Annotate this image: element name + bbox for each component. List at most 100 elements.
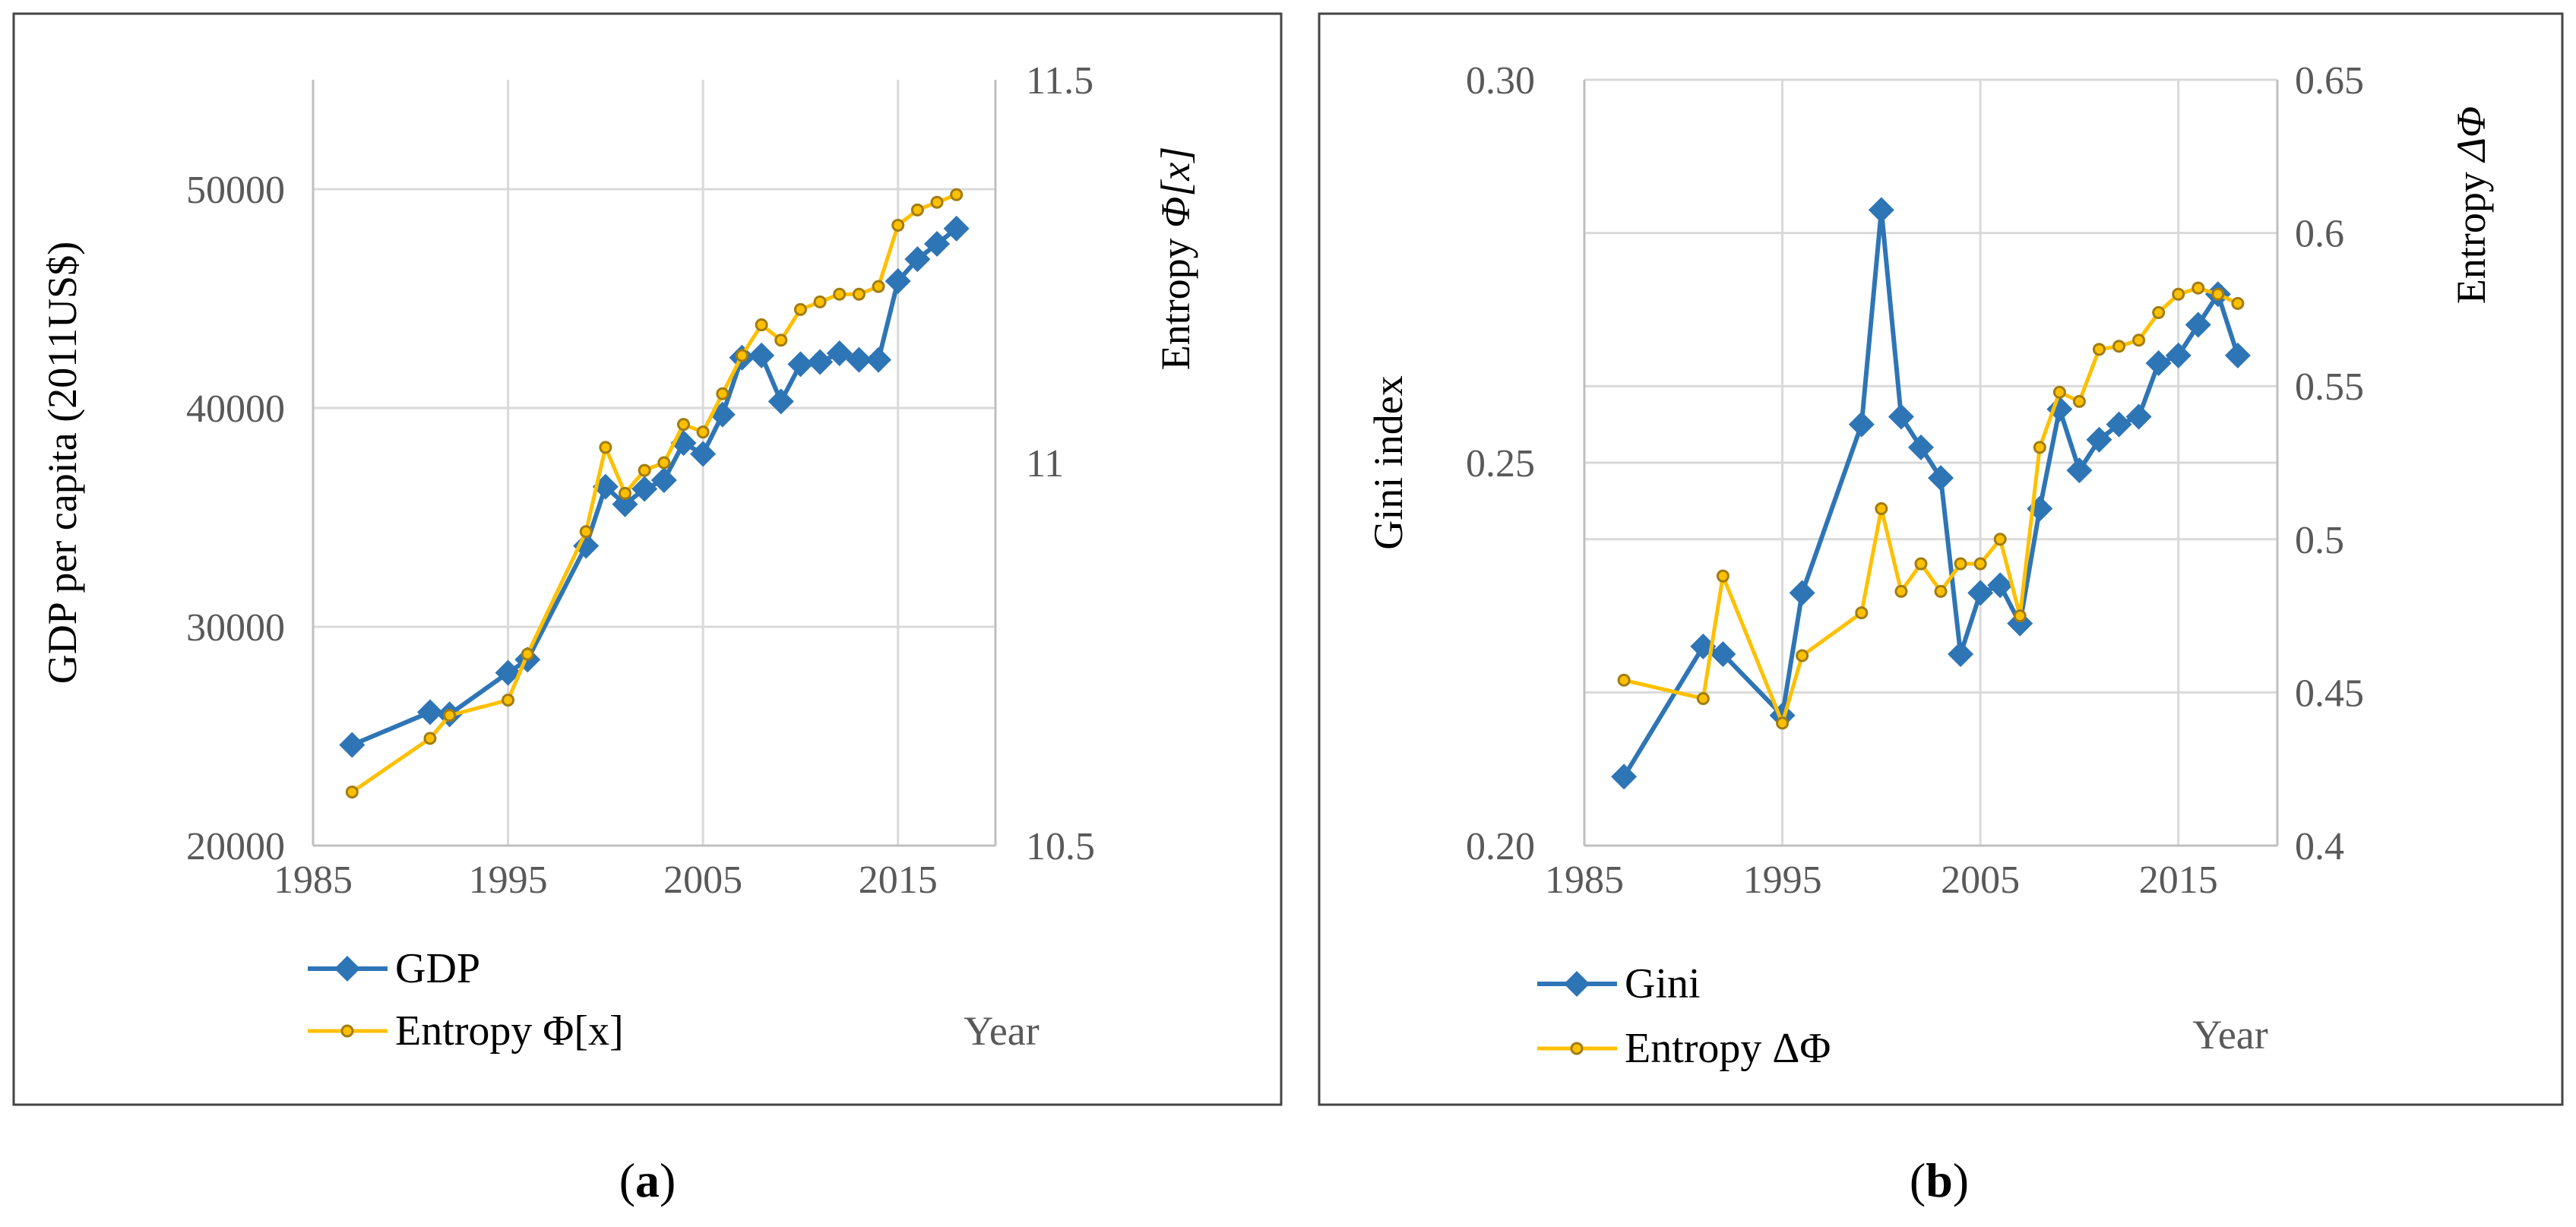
data-point-dot <box>833 287 847 301</box>
data-point-dot <box>716 387 729 400</box>
data-point-diamond <box>495 659 521 686</box>
x-tick-label: 2015 <box>859 859 938 902</box>
data-point-diamond <box>690 441 717 467</box>
legend-swatch-dot <box>1570 1042 1584 1055</box>
data-point-dot <box>2092 343 2106 356</box>
data-point-dot <box>1894 584 1908 598</box>
data-point-diamond <box>787 351 814 378</box>
data-point-diamond <box>1710 641 1736 667</box>
y-tick-label: 0.25 <box>1466 442 1535 485</box>
caption-b: (b) <box>1910 1153 1969 1207</box>
data-point-diamond <box>2106 411 2132 438</box>
data-point-dot <box>657 456 671 470</box>
data-point-dot <box>1993 533 2007 546</box>
y-tick-label: 30000 <box>186 606 285 650</box>
data-point-diamond <box>1907 434 1934 460</box>
chart-panel-a: 1985 1995 2005 2015 20000 30000 40000 50000 10.5… <box>40 59 1198 1055</box>
legend-swatch-diamond <box>334 956 360 982</box>
data-point-dot <box>735 349 748 362</box>
data-point-dot <box>1954 557 1967 571</box>
legend-label-primary: GDP <box>395 945 480 992</box>
y-tick-label: 40000 <box>186 387 285 431</box>
data-point-diamond <box>650 467 677 494</box>
data-point-dot <box>638 463 651 477</box>
data-point-diamond <box>573 533 600 559</box>
data-point-dot <box>2013 609 2027 623</box>
data-point-dot <box>2172 287 2185 301</box>
data-point-dot <box>950 188 964 201</box>
data-point-diamond <box>1967 580 1994 606</box>
data-point-dot <box>910 203 924 217</box>
data-point-dot <box>1716 569 1729 583</box>
y2-axis-title-symbol: ΔΦ <box>2448 106 2494 163</box>
data-point-dot <box>2211 287 2225 301</box>
data-point-diamond <box>943 215 970 242</box>
y2-tick-label: 0.65 <box>2295 59 2364 103</box>
data-point-diamond <box>2185 311 2211 338</box>
data-point-dot <box>793 302 807 316</box>
data-point-diamond <box>416 699 443 726</box>
data-point-diamond <box>2224 342 2251 368</box>
data-point-diamond <box>826 340 853 366</box>
legend-swatch-diamond <box>1564 971 1590 997</box>
data-point-diamond <box>767 388 794 415</box>
data-point-diamond <box>1888 403 1914 430</box>
y2-axis-title-symbol: Φ[x] <box>1153 147 1198 228</box>
data-point-diamond <box>904 246 931 273</box>
data-point-diamond <box>2086 426 2112 453</box>
data-point-diamond <box>1868 197 1894 223</box>
data-point-diamond <box>2007 610 2033 637</box>
y2-axis-title-prefix: Entropy <box>2448 162 2494 304</box>
data-point-dot <box>1855 606 1869 620</box>
panel-b-frame <box>1318 12 2564 1106</box>
y-tick-label: 20000 <box>186 825 285 868</box>
data-point-diamond <box>612 491 638 517</box>
data-point-dot <box>443 709 457 723</box>
panel-a-frame <box>12 12 1283 1106</box>
x-tick-label: 2005 <box>663 859 742 902</box>
legend-label-primary: Gini <box>1625 960 1701 1007</box>
data-point-dot <box>599 441 612 454</box>
data-point-dot <box>423 732 437 745</box>
y-tick-label: 50000 <box>186 169 285 212</box>
data-point-diamond <box>924 231 951 257</box>
data-point-diamond <box>748 342 775 368</box>
data-point-dot <box>1617 673 1631 687</box>
data-point-dot <box>1696 691 1710 705</box>
data-point-diamond <box>1948 641 1974 667</box>
data-point-dot <box>619 486 632 500</box>
data-point-dot <box>813 295 827 308</box>
data-point-diamond <box>339 732 366 758</box>
x-tick-label: 1985 <box>274 859 353 902</box>
y-axis-title: GDP per capita (2011US$) <box>40 242 85 684</box>
x-tick-label: 1995 <box>469 859 548 902</box>
data-point-dot <box>345 785 359 798</box>
y2-tick-label: 0.45 <box>2295 672 2364 715</box>
y-tick-label: 0.30 <box>1466 59 1535 103</box>
data-point-dot <box>521 647 534 661</box>
data-point-dot <box>2112 340 2126 353</box>
data-point-dot <box>2052 385 2066 399</box>
y2-tick-label: 0.4 <box>2295 825 2344 868</box>
data-point-dot <box>1796 649 1809 663</box>
data-point-dot <box>676 418 690 432</box>
data-point-diamond <box>631 476 658 502</box>
x-axis-title: Year <box>964 1008 1040 1054</box>
data-point-dot <box>852 287 866 301</box>
y2-axis-title: Entropy Φ[x] <box>1153 147 1198 371</box>
data-point-diamond <box>1928 465 1954 492</box>
y-tick-label: 0.20 <box>1466 825 1535 868</box>
data-point-dot <box>755 318 768 332</box>
data-point-diamond <box>1987 572 2014 599</box>
data-point-dot <box>930 195 944 209</box>
data-point-dot <box>696 425 710 439</box>
x-tick-label: 2005 <box>1941 859 2020 902</box>
data-point-diamond <box>885 267 911 294</box>
y2-tick-label: 11.5 <box>1026 59 1093 103</box>
data-point-diamond <box>866 346 892 373</box>
data-point-dot <box>579 525 593 539</box>
x-tick-label: 2015 <box>2139 859 2218 902</box>
x-tick-label: 1985 <box>1545 859 1624 902</box>
data-point-dot <box>2152 305 2166 319</box>
caption-a: (a) <box>619 1153 676 1207</box>
